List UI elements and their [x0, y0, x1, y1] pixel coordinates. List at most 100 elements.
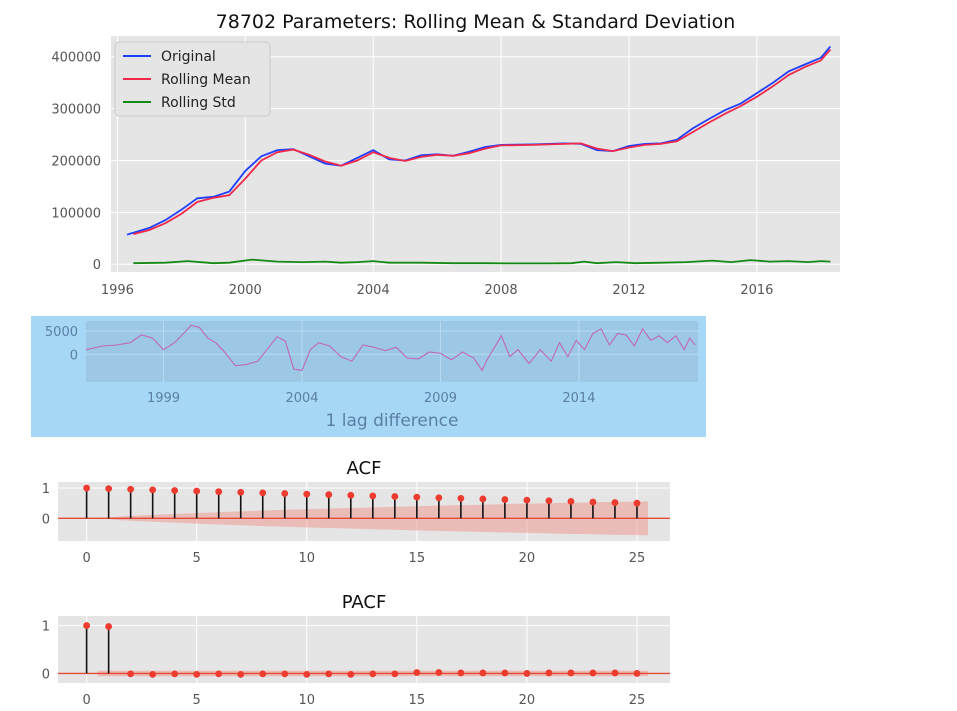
pacf-stem-marker: [259, 670, 267, 678]
acf-stem-marker: [303, 490, 311, 498]
pacf-stem-marker: [413, 669, 421, 676]
acf-stem-marker: [435, 494, 443, 502]
acf-stem-marker: [633, 499, 641, 507]
pacf-stem-marker: [215, 670, 223, 678]
acf-stem-marker: [567, 497, 575, 505]
rolling-y-tick-label: 400000: [51, 51, 101, 66]
pacf-y-tick-label: 0: [42, 667, 50, 682]
pacf-stem-marker: [303, 670, 311, 678]
acf-stem-marker: [501, 496, 509, 503]
pacf-x-tick-label: 5: [193, 693, 201, 708]
rolling-series-original-line: [126, 45, 832, 236]
lag-diff-x-tick-label: 2009: [424, 391, 457, 406]
acf-stem-marker: [413, 493, 421, 501]
rolling-series-rolling-mean-line: [133, 48, 832, 235]
pacf-stem-marker: [501, 669, 509, 677]
acf-stem-marker: [149, 486, 157, 494]
acf-stem-marker: [193, 487, 201, 495]
acf-stem-marker: [479, 495, 487, 503]
acf-stem-marker: [391, 493, 399, 500]
acf-x-tick-label: 10: [298, 551, 315, 566]
lag-diff-y-tick-label: 5000: [45, 325, 78, 340]
acf-stem-marker: [457, 494, 465, 502]
acf-x-tick-label: 0: [82, 551, 90, 566]
rolling-chart-title: 78702 Parameters: Rolling Mean & Standar…: [216, 11, 736, 33]
lag-diff-y-tick-label: 0: [70, 348, 78, 363]
acf-x-tick-label: 20: [519, 551, 536, 566]
rolling-x-tick-label: 2008: [485, 283, 518, 298]
rolling-x-tick-label: 2004: [357, 283, 390, 298]
lag-diff-x-tick-label: 2014: [562, 391, 595, 406]
pacf-stem-marker: [523, 670, 531, 677]
rolling-x-tick-label: 1996: [101, 283, 134, 298]
acf-x-tick-label: 25: [629, 551, 646, 566]
acf-stem-marker: [105, 485, 113, 493]
rolling-y-tick-label: 100000: [51, 206, 101, 221]
rolling-legend-box: [114, 41, 271, 117]
acf-x-tick-label: 5: [193, 551, 201, 566]
pacf-stem-marker: [149, 670, 157, 678]
pacf-stem-marker: [435, 669, 443, 676]
legend-label-1: Rolling Mean: [161, 72, 251, 88]
lag-diff-x-tick-label: 2004: [285, 391, 318, 406]
pacf-x-tick-label: 20: [519, 693, 536, 708]
rolling-series-rolling-std-line: [133, 258, 831, 265]
pacf-stem-marker: [237, 670, 245, 678]
lag-diff-plot-area: [86, 321, 698, 382]
acf-stem-marker: [237, 488, 245, 496]
acf-title: ACF: [347, 458, 382, 479]
acf-stem-marker: [347, 491, 355, 499]
acf-stem-marker: [215, 488, 223, 496]
acf-stem-marker: [325, 491, 333, 499]
acf-plot-area: [58, 482, 670, 541]
acf-stem-marker: [611, 499, 619, 506]
rolling-y-tick-label: 200000: [51, 154, 101, 169]
pacf-x-tick-label: 15: [409, 693, 426, 708]
pacf-x-tick-label: 0: [82, 693, 90, 708]
pacf-x-tick-label: 10: [298, 693, 315, 708]
acf-stem-marker: [589, 498, 597, 506]
pacf-stem-marker: [127, 670, 135, 678]
pacf-stem-marker: [369, 670, 377, 678]
pacf-title: PACF: [342, 592, 387, 613]
pacf-stem-marker: [457, 669, 465, 677]
rolling-x-tick-label: 2000: [229, 283, 262, 298]
lag-diff-series-line: [85, 324, 696, 372]
acf-stem-marker: [83, 484, 91, 492]
pacf-stem-marker: [193, 670, 201, 678]
pacf-stem-marker: [391, 670, 399, 678]
rolling-y-tick-label: 0: [93, 258, 101, 273]
rolling-x-tick-label: 2012: [612, 283, 645, 298]
acf-stem-marker: [281, 490, 289, 497]
acf-stem-marker: [545, 497, 553, 505]
acf-stem-marker: [259, 489, 267, 497]
pacf-stem-marker: [171, 670, 179, 678]
pacf-stem-marker: [325, 670, 333, 678]
legend-label-2: Rolling Std: [161, 95, 236, 111]
acf-stem-marker: [369, 492, 377, 500]
lag-diff-x-tick-label: 1999: [147, 391, 180, 406]
acf-y-tick-label: 0: [42, 512, 50, 527]
legend-label-0: Original: [161, 49, 216, 65]
acf-x-tick-label: 15: [409, 551, 426, 566]
acf-stem-marker: [127, 485, 135, 493]
acf-stem-marker: [171, 487, 179, 494]
rolling-y-tick-label: 300000: [51, 103, 101, 118]
pacf-stem-marker: [83, 622, 91, 629]
pacf-stem-marker: [589, 669, 597, 677]
pacf-stem-marker: [545, 669, 553, 677]
pacf-stem-marker: [281, 670, 289, 678]
pacf-stem-marker: [567, 669, 575, 677]
pacf-stem-marker: [611, 669, 619, 677]
lag-diff-x-axis-label: 1 lag difference: [326, 411, 459, 431]
pacf-stem-marker: [347, 670, 355, 678]
pacf-y-tick-label: 1: [42, 620, 50, 635]
acf-stem-marker: [523, 496, 531, 504]
pacf-stem-marker: [633, 670, 641, 677]
pacf-x-tick-label: 25: [629, 693, 646, 708]
pacf-stem-marker: [479, 669, 487, 677]
acf-y-tick-label: 1: [42, 482, 50, 497]
pacf-stem-marker: [105, 623, 113, 630]
rolling-x-tick-label: 2016: [740, 283, 773, 298]
